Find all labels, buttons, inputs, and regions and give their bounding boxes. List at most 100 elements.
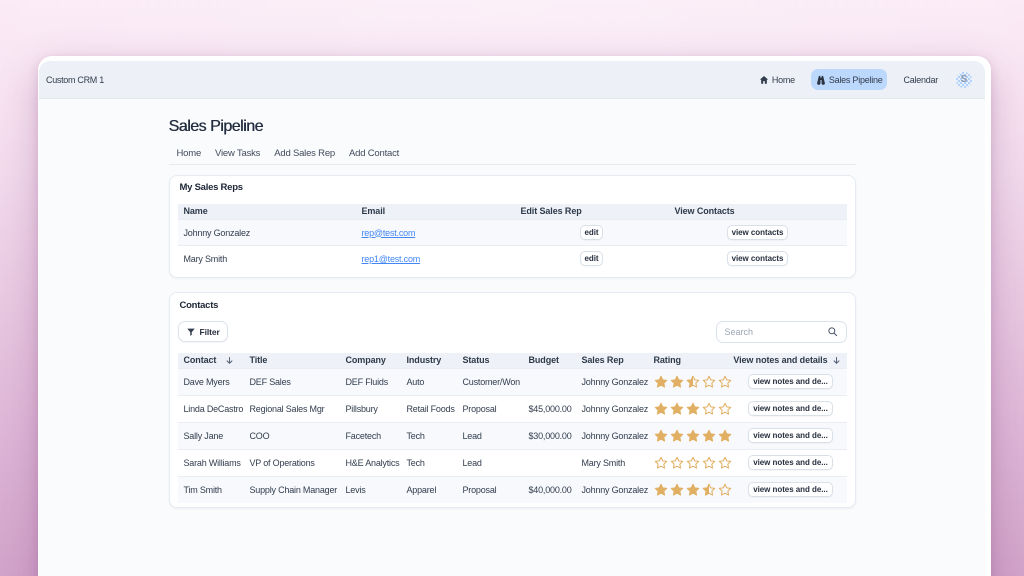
nav-home[interactable]: Home [759, 75, 795, 85]
sort-descending-icon [226, 356, 233, 364]
filter-button[interactable]: Filter [177, 321, 228, 342]
contact-name: Sally Jane [177, 421, 244, 449]
contact-sales-rep: Mary Smith [575, 448, 648, 476]
nav-sales-pipeline-label: Sales Pipeline [828, 74, 883, 85]
star-full-icon [686, 402, 699, 415]
tab-home[interactable]: Home [176, 148, 202, 159]
contact-row: Linda DeCastro Regional Sales Mgr Pillsb… [177, 394, 847, 422]
contact-industry: Tech [400, 421, 457, 449]
contact-budget [522, 367, 576, 395]
contact-status: Proposal [456, 475, 523, 503]
tab-add-contact[interactable]: Add Contact [349, 148, 400, 159]
star-empty-icon [702, 456, 715, 469]
main-area: Sales Pipeline Home View Tasks Add Sales… [39, 99, 985, 576]
rating-stars[interactable] [654, 429, 732, 443]
rep-email-link[interactable]: rep1@test.com [361, 253, 421, 264]
filter-button-label: Filter [199, 326, 220, 337]
rating-stars[interactable] [654, 483, 732, 497]
star-full-icon [654, 484, 667, 496]
binoculars-icon [817, 75, 825, 85]
tab-view-tasks[interactable]: View Tasks [215, 148, 261, 159]
contact-status: Proposal [456, 394, 523, 422]
contact-industry: Tech [400, 448, 457, 476]
nav-calendar-label: Calendar [903, 74, 938, 85]
contact-budget: $30,000.00 [522, 421, 576, 449]
column-header-industry: Industry [400, 352, 457, 368]
view-notes-button[interactable]: view notes and de... [748, 455, 833, 470]
tab-add-sales-rep[interactable]: Add Sales Rep [274, 148, 335, 159]
contact-row: Tim Smith Supply Chain Manager Levis App… [177, 475, 847, 503]
search-icon [827, 327, 837, 337]
star-empty-icon [702, 402, 715, 415]
star-full-icon [670, 402, 683, 415]
contact-title: Regional Sales Mgr [243, 394, 340, 422]
column-header-name: Name [177, 204, 356, 220]
nav-sales-pipeline[interactable]: Sales Pipeline [810, 69, 888, 90]
view-notes-button[interactable]: view notes and de... [748, 374, 833, 389]
sales-rep-row: Mary Smith rep1@test.com edit view conta… [177, 245, 847, 272]
column-header-rating: Rating [647, 352, 735, 368]
star-full-icon [718, 429, 731, 442]
contact-sales-rep: Johnny Gonzalez [575, 394, 648, 422]
search-input[interactable] [724, 326, 821, 337]
user-avatar[interactable]: S [956, 71, 972, 88]
column-header-status: Status [456, 352, 523, 368]
top-navigation-bar: Custom CRM 1 Home Sales Pipeline Calenda… [39, 61, 985, 99]
contact-row: Sally Jane COO Facetech Tech Lead $30,00… [177, 421, 847, 449]
contact-title: COO [243, 421, 340, 449]
rep-name: Mary Smith [177, 245, 356, 272]
contact-sales-rep: Johnny Gonzalez [575, 475, 648, 503]
rating-stars[interactable] [654, 402, 732, 416]
sales-rep-row: Johnny Gonzalez rep@test.com edit view c… [177, 219, 847, 246]
nav-home-label: Home [771, 74, 795, 85]
nav-calendar[interactable]: Calendar [903, 75, 938, 85]
star-full-icon [702, 429, 715, 442]
avatar-initial: S [960, 74, 968, 85]
contact-name: Tim Smith [177, 475, 244, 503]
star-full-icon [670, 484, 683, 496]
contact-industry: Retail Foods [400, 394, 457, 422]
rating-stars[interactable] [654, 456, 732, 470]
edit-rep-button[interactable]: edit [580, 225, 603, 240]
contact-sales-rep: Johnny Gonzalez [575, 367, 648, 395]
star-empty-icon [654, 456, 667, 469]
contact-company: Facetech [339, 421, 401, 449]
contacts-header-row: Contact Title Company Industry Status Bu… [177, 352, 847, 368]
column-header-edit-sales-rep: Edit Sales Rep [514, 204, 669, 220]
star-full-icon [686, 429, 699, 442]
top-nav: Home Sales Pipeline Calendar S [759, 69, 973, 90]
contact-row: Dave Myers DEF Sales DEF Fluids Auto Cus… [177, 367, 847, 395]
filter-funnel-icon [186, 328, 195, 336]
view-notes-button[interactable]: view notes and de... [748, 428, 833, 443]
star-full-icon [686, 484, 699, 496]
contact-status: Lead [456, 421, 523, 449]
contact-industry: Apparel [400, 475, 457, 503]
star-empty-icon [686, 456, 699, 469]
star-half-icon [702, 484, 715, 496]
star-full-icon [654, 402, 667, 415]
column-header-email: Email [355, 204, 515, 220]
column-header-title: Title [243, 352, 340, 368]
search-box [715, 320, 847, 343]
column-header-contact[interactable]: Contact [177, 352, 244, 368]
contact-name: Sarah Williams [177, 448, 244, 476]
column-header-company: Company [339, 352, 401, 368]
star-full-icon [670, 375, 683, 388]
rating-stars[interactable] [654, 375, 732, 389]
contact-title: Supply Chain Manager [243, 475, 340, 503]
app-brand: Custom CRM 1 [46, 74, 104, 85]
view-contacts-button[interactable]: view contacts [726, 225, 789, 240]
edit-rep-button[interactable]: edit [580, 251, 603, 267]
home-icon [759, 75, 769, 84]
contact-name: Linda DeCastro [177, 394, 244, 422]
sales-reps-title: My Sales Reps [179, 182, 244, 193]
star-empty-icon [718, 484, 731, 496]
view-notes-button[interactable]: view notes and de... [748, 482, 833, 498]
rep-email-link[interactable]: rep@test.com [361, 227, 416, 238]
column-header-view-notes[interactable]: View notes and details [733, 352, 847, 368]
star-empty-icon [718, 375, 731, 388]
column-header-sales-rep: Sales Rep [575, 352, 648, 368]
view-contacts-button[interactable]: view contacts [726, 251, 789, 267]
view-notes-button[interactable]: view notes and de... [748, 401, 833, 416]
app-window: Custom CRM 1 Home Sales Pipeline Calenda… [38, 56, 991, 576]
